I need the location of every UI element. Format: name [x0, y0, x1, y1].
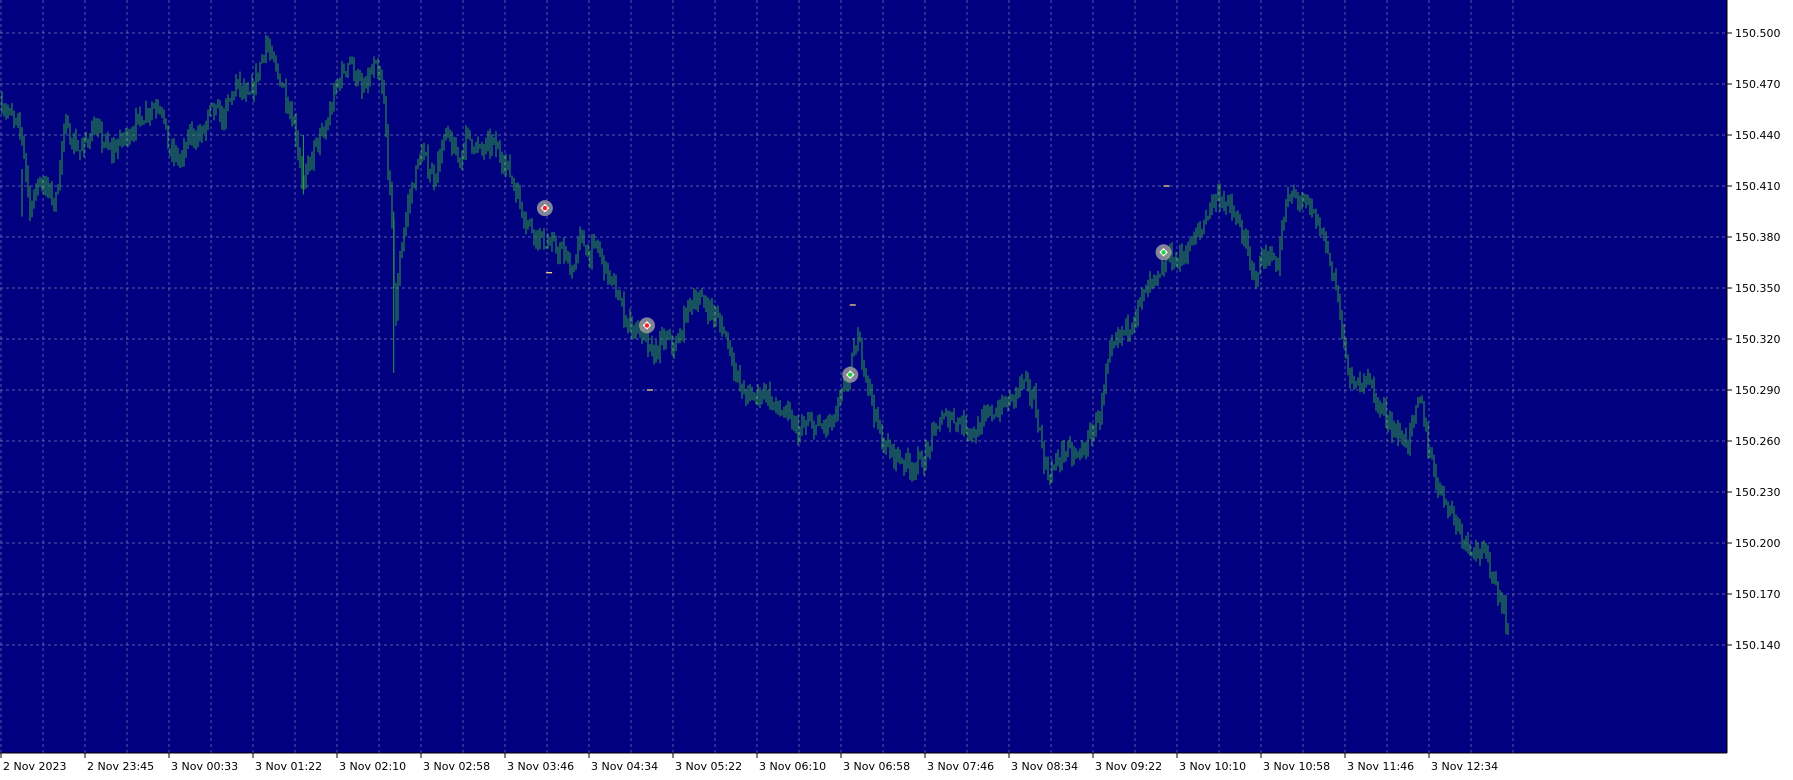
time-tick-label: 3 Nov 05:22	[675, 760, 742, 773]
price-axis-ticks: 150.500 150.470 150.440 150.410 150.380 150.3…	[1727, 27, 1781, 652]
price-tick-label: 150.260	[1735, 435, 1781, 448]
time-axis-ticks: 2 Nov 2023 2 Nov 23:45 3 Nov 00:33 3 Nov 01…	[0, 753, 1498, 773]
time-axis-panel	[0, 753, 1727, 776]
time-tick-label: 3 Nov 12:34	[1431, 760, 1498, 773]
candlestick-series	[1, 35, 1509, 636]
time-tick-label: 3 Nov 01:22	[255, 760, 322, 773]
time-tick-label: 3 Nov 09:22	[1095, 760, 1162, 773]
time-tick-label: 3 Nov 07:46	[927, 760, 994, 773]
time-tick-label: 3 Nov 10:58	[1263, 760, 1330, 773]
price-tick-label: 150.200	[1735, 537, 1781, 550]
price-tick-label: 150.380	[1735, 231, 1781, 244]
trade-marker-buy[interactable]	[1155, 244, 1172, 261]
time-tick-label: 2 Nov 23:45	[87, 760, 154, 773]
time-tick-label: 3 Nov 06:58	[843, 760, 910, 773]
price-tick-label: 150.230	[1735, 486, 1781, 499]
price-tick-label: 150.170	[1735, 588, 1781, 601]
time-tick-label: 3 Nov 10:10	[1179, 760, 1246, 773]
time-tick-label: 3 Nov 04:34	[591, 760, 658, 773]
time-tick-label: 3 Nov 00:33	[171, 760, 238, 773]
price-tick-label: 150.500	[1735, 27, 1781, 40]
time-tick-label: 3 Nov 02:58	[423, 760, 490, 773]
trade-marker-sell[interactable]	[536, 200, 553, 217]
price-tick-label: 150.440	[1735, 129, 1781, 142]
price-tick-label: 150.140	[1735, 639, 1781, 652]
price-tick-label: 150.410	[1735, 180, 1781, 193]
price-tick-label: 150.470	[1735, 78, 1781, 91]
price-tick-label: 150.290	[1735, 384, 1781, 397]
marker-dot	[644, 323, 650, 328]
time-tick-label: 3 Nov 08:34	[1011, 760, 1078, 773]
time-tick-label: 3 Nov 03:46	[507, 760, 574, 773]
trade-markers[interactable]	[536, 200, 1172, 383]
marker-dot	[542, 205, 548, 211]
price-axis-panel	[1727, 0, 1793, 776]
price-tick-label: 150.320	[1735, 333, 1781, 346]
level-ticks	[546, 185, 1170, 391]
time-tick-label: 3 Nov 11:46	[1347, 760, 1414, 773]
trade-marker-sell[interactable]	[638, 317, 655, 334]
trade-marker-buy[interactable]	[842, 366, 859, 383]
time-tick-label: 3 Nov 02:10	[339, 760, 406, 773]
marker-dot	[848, 372, 853, 377]
time-tick-label: 3 Nov 06:10	[759, 760, 826, 773]
time-tick-label: 2 Nov 2023	[3, 760, 66, 773]
marker-dot	[1161, 250, 1166, 255]
price-tick-label: 150.350	[1735, 282, 1781, 295]
